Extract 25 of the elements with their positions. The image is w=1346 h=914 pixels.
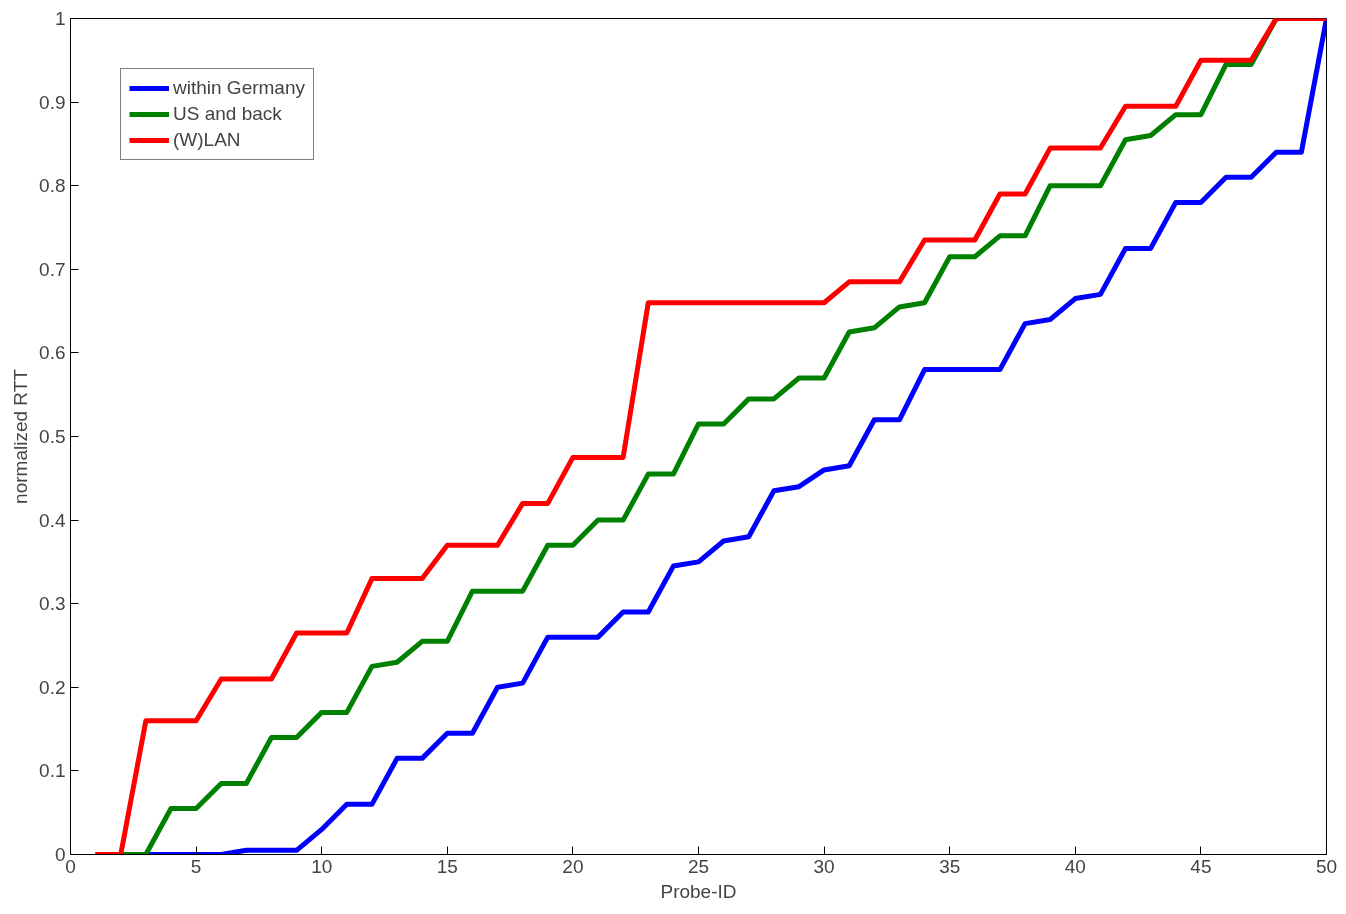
x-tick-label: 30 <box>813 855 835 877</box>
legend-label: US and back <box>173 103 282 125</box>
y-tick-label: 0.1 <box>39 760 66 782</box>
y-tick-label: 0.3 <box>39 593 66 615</box>
y-tick-label: 1 <box>54 8 66 29</box>
x-tick-label: 40 <box>1064 855 1086 877</box>
y-axis-title: normalized RTT <box>10 368 32 504</box>
x-tick-label: 35 <box>939 855 961 877</box>
y-tick-label: 0.8 <box>39 175 66 197</box>
x-axis-title: Probe-ID <box>660 880 737 902</box>
x-tick-label: 45 <box>1190 855 1212 877</box>
y-tick-label: 0.6 <box>39 342 66 364</box>
y-tick-label: 0.4 <box>39 509 66 531</box>
x-tick-label: 5 <box>190 855 202 877</box>
x-tick-label: 20 <box>562 855 584 877</box>
legend-label: (W)LAN <box>173 129 241 151</box>
y-tick-label: 0.9 <box>39 91 66 113</box>
x-tick-label: 25 <box>687 855 710 877</box>
x-tick-label: 10 <box>311 855 333 877</box>
x-tick-label: 15 <box>436 855 458 877</box>
legend-label: within Germany <box>173 77 305 99</box>
y-tick-label: 0.7 <box>39 258 66 280</box>
y-tick-label: 0.5 <box>39 426 66 447</box>
x-tick-label: 50 <box>1315 855 1338 877</box>
y-tick-label: 0.2 <box>39 676 66 698</box>
